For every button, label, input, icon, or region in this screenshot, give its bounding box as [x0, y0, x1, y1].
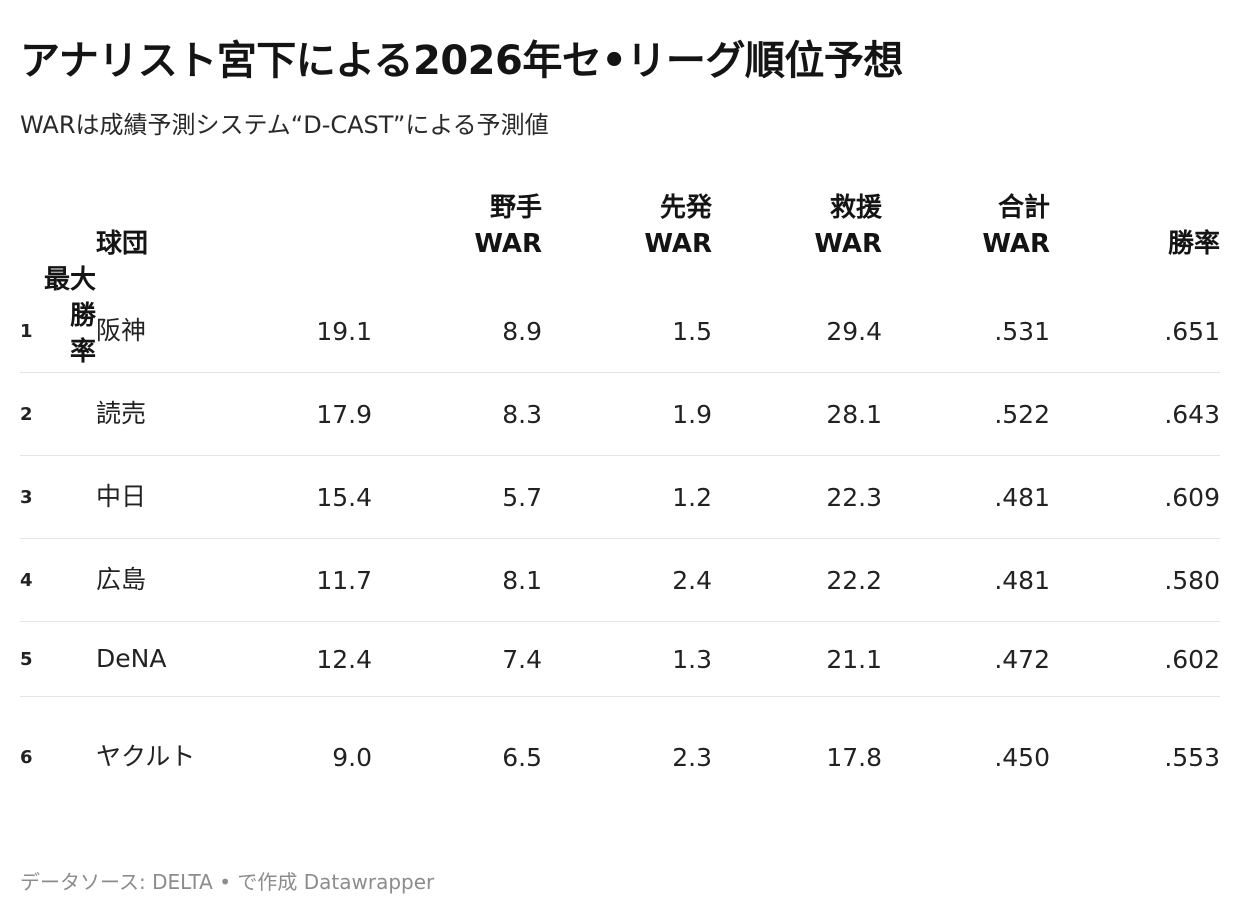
total-war-cell: 28.1 — [826, 399, 882, 429]
rank-cell: 2 — [20, 403, 33, 425]
starter-war-cell: 8.1 — [502, 565, 542, 595]
rank-cell: 5 — [20, 648, 33, 670]
header-fielder-war-line1: 野手 — [489, 193, 542, 223]
win-pct-cell: .481 — [994, 482, 1050, 512]
rank-cell: 3 — [20, 486, 33, 508]
fielder-war-cell: 17.9 — [316, 399, 372, 429]
starter-war-cell: 5.7 — [502, 482, 542, 512]
total-war-cell: 17.8 — [826, 742, 882, 772]
standings-table: 球団 野手 WAR 先発 WAR 救援 WAR 合計 WAR 勝率 最大勝 率 … — [20, 190, 1220, 817]
reliever-war-cell: 1.5 — [672, 316, 712, 346]
header-total-war-line2: WAR — [982, 229, 1050, 259]
win-pct-cell: .481 — [994, 565, 1050, 595]
fielder-war-cell: 12.4 — [316, 644, 372, 674]
table-row: 1 阪神 19.1 8.9 1.5 29.4 .531 .651 — [20, 290, 1220, 373]
table-header-row: 球団 野手 WAR 先発 WAR 救援 WAR 合計 WAR 勝率 最大勝 率 — [20, 190, 1220, 367]
header-max-win-pct[interactable]: 最大勝 率 — [20, 262, 96, 370]
reliever-war-cell: 1.3 — [672, 644, 712, 674]
max-win-pct-cell: .580 — [1164, 565, 1220, 595]
starter-war-cell: 7.4 — [502, 644, 542, 674]
team-cell: 広島 — [96, 565, 147, 594]
header-total-war-line1: 合計 — [997, 193, 1050, 223]
max-win-pct-cell: .609 — [1164, 482, 1220, 512]
table-row: 6 ヤクルト 9.0 6.5 2.3 17.8 .450 .553 — [20, 697, 1220, 817]
team-cell: 読売 — [96, 399, 147, 428]
header-win-pct[interactable]: 勝率 — [1167, 229, 1220, 259]
starter-war-cell: 6.5 — [502, 742, 542, 772]
header-max-win-pct-line1: 最大勝 — [43, 265, 96, 331]
team-cell: DeNA — [96, 644, 167, 673]
header-starter-war[interactable]: 先発 WAR — [542, 190, 712, 262]
chart-title: アナリスト宮下による2026年セ•リーグ順位予想 — [20, 38, 903, 84]
chart-subtitle: WARは成績予測システム“D-CAST”による予測値 — [20, 111, 549, 139]
header-total-war[interactable]: 合計 WAR — [882, 190, 1050, 262]
table-row: 3 中日 15.4 5.7 1.2 22.3 .481 .609 — [20, 456, 1220, 539]
table-row: 4 広島 11.7 8.1 2.4 22.2 .481 .580 — [20, 539, 1220, 622]
table-row: 5 DeNA 12.4 7.4 1.3 21.1 .472 .602 — [20, 622, 1220, 697]
fielder-war-cell: 9.0 — [332, 742, 372, 772]
starter-war-cell: 8.9 — [502, 316, 542, 346]
reliever-war-cell: 2.4 — [672, 565, 712, 595]
rank-cell: 6 — [20, 746, 33, 768]
header-reliever-war-line1: 救援 — [829, 193, 882, 223]
max-win-pct-cell: .643 — [1164, 399, 1220, 429]
header-starter-war-line1: 先発 — [659, 193, 712, 223]
total-war-cell: 22.3 — [826, 482, 882, 512]
rank-cell: 4 — [20, 569, 33, 591]
win-pct-cell: .531 — [994, 316, 1050, 346]
starter-war-cell: 8.3 — [502, 399, 542, 429]
header-fielder-war[interactable]: 野手 WAR — [372, 190, 542, 262]
win-pct-cell: .450 — [994, 742, 1050, 772]
max-win-pct-cell: .651 — [1164, 316, 1220, 346]
header-reliever-war-line2: WAR — [814, 229, 882, 259]
total-war-cell: 22.2 — [826, 565, 882, 595]
reliever-war-cell: 1.2 — [672, 482, 712, 512]
table-row: 2 読売 17.9 8.3 1.9 28.1 .522 .643 — [20, 373, 1220, 456]
fielder-war-cell: 19.1 — [316, 316, 372, 346]
header-max-win-pct-line2: 率 — [69, 337, 96, 367]
reliever-war-cell: 1.9 — [672, 399, 712, 429]
max-win-pct-cell: .553 — [1164, 742, 1220, 772]
win-pct-cell: .472 — [994, 644, 1050, 674]
team-cell: 中日 — [96, 482, 147, 511]
team-cell: 阪神 — [96, 316, 147, 345]
total-war-cell: 21.1 — [826, 644, 882, 674]
fielder-war-cell: 11.7 — [316, 565, 372, 595]
win-pct-cell: .522 — [994, 399, 1050, 429]
team-cell: ヤクルト — [96, 738, 256, 776]
header-team[interactable]: 球団 — [96, 229, 149, 259]
source-footer: データソース: DELTA • で作成 Datawrapper — [20, 870, 435, 894]
total-war-cell: 29.4 — [826, 316, 882, 346]
header-fielder-war-line2: WAR — [474, 229, 542, 259]
max-win-pct-cell: .602 — [1164, 644, 1220, 674]
header-starter-war-line2: WAR — [644, 229, 712, 259]
header-reliever-war[interactable]: 救援 WAR — [712, 190, 882, 262]
rank-cell: 1 — [20, 320, 33, 342]
reliever-war-cell: 2.3 — [672, 742, 712, 772]
team-name-wrapped: ヤクルト — [96, 742, 196, 771]
fielder-war-cell: 15.4 — [316, 482, 372, 512]
